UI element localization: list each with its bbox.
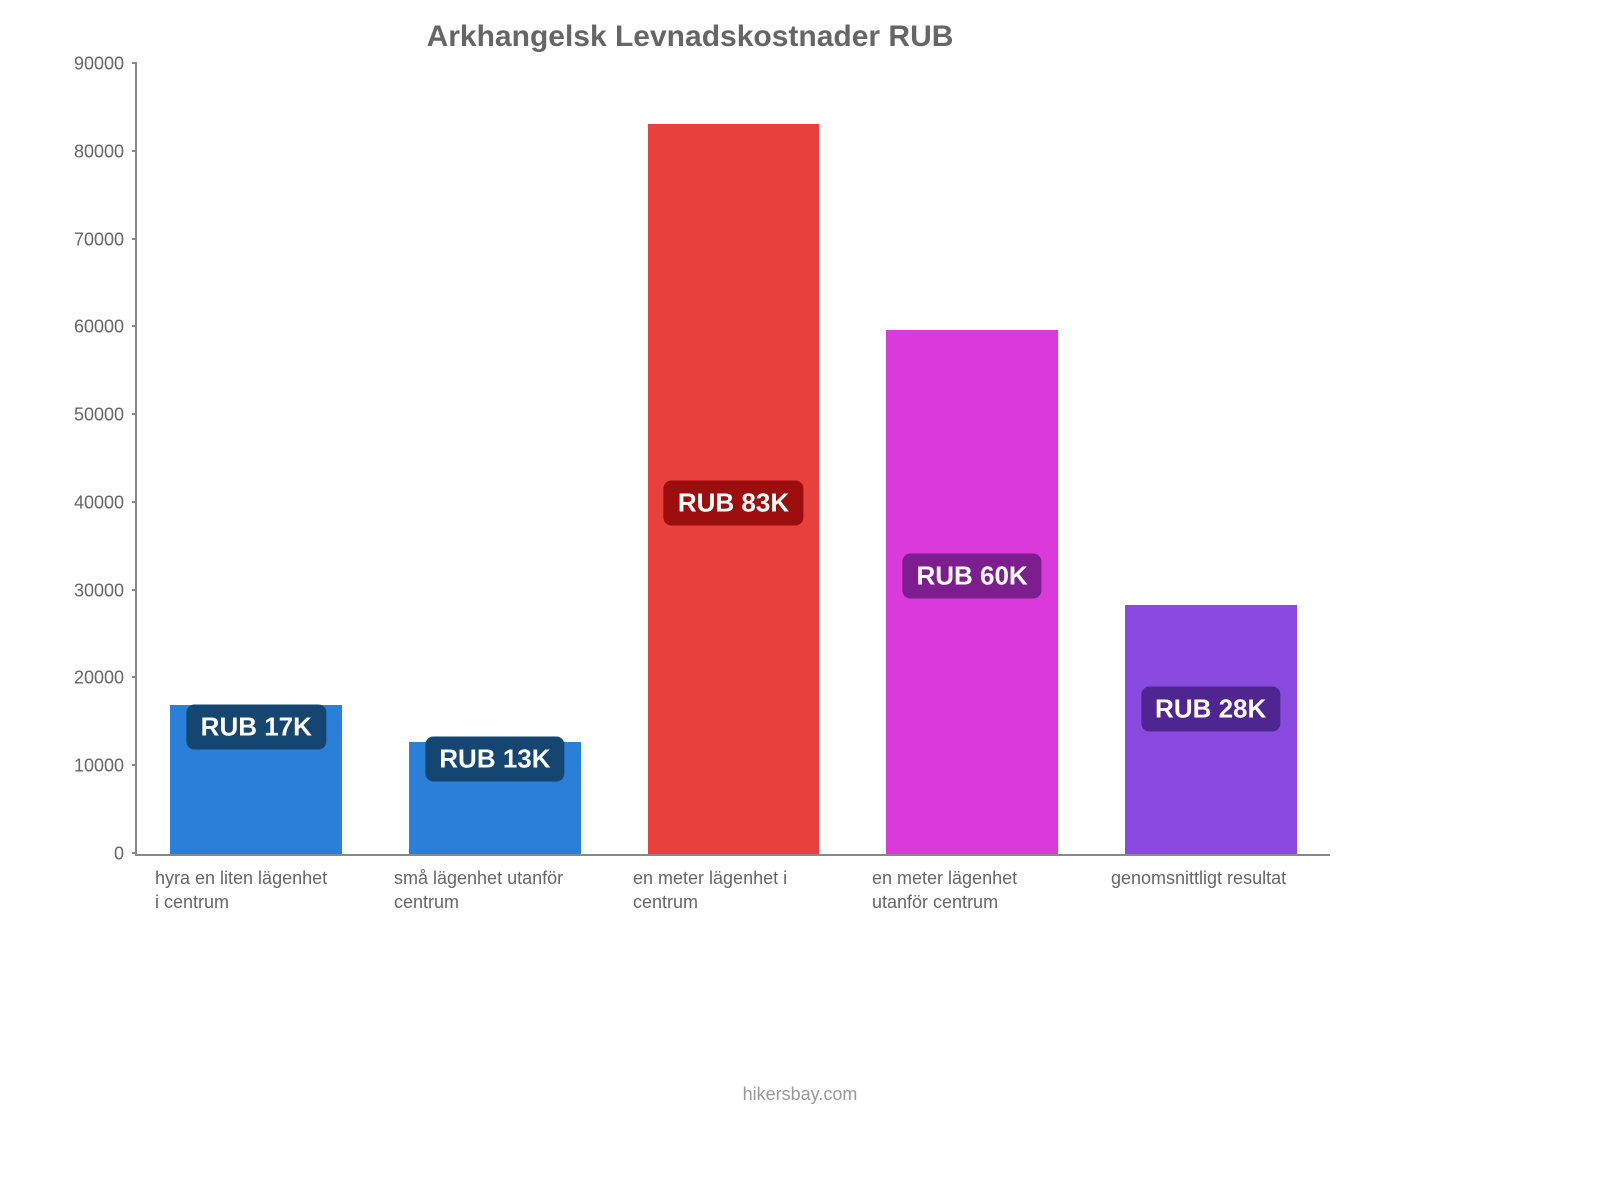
y-tick-label: 0 <box>52 844 124 865</box>
x-label-slot: en meter lägenhet utanför centrum <box>852 856 1091 915</box>
y-tick-mark <box>132 501 137 503</box>
y-tick-label: 20000 <box>52 668 124 689</box>
y-tick-mark <box>132 150 137 152</box>
y-tick-label: 40000 <box>52 492 124 513</box>
y-tick-mark <box>132 62 137 64</box>
bar-slot: RUB 13K <box>376 64 615 854</box>
y-tick-label: 30000 <box>52 580 124 601</box>
bar-value-label: RUB 13K <box>425 736 564 781</box>
y-tick-mark <box>132 852 137 854</box>
bar-slot: RUB 17K <box>137 64 376 854</box>
bar-slot: RUB 60K <box>853 64 1092 854</box>
bar-value-label: RUB 60K <box>902 554 1041 599</box>
bar-value-label: RUB 28K <box>1141 687 1280 732</box>
bar-value-label: RUB 83K <box>664 481 803 526</box>
bar-chart: Arkhangelsk Levnadskostnader RUB 0100002… <box>50 20 1330 1010</box>
y-tick-mark <box>132 764 137 766</box>
y-tick-label: 60000 <box>52 317 124 338</box>
footer-attribution: hikersbay.com <box>0 1084 1600 1105</box>
bar: RUB 13K <box>409 742 581 854</box>
x-label-slot: hyra en liten lägenhet i centrum <box>135 856 374 915</box>
y-tick-label: 50000 <box>52 405 124 426</box>
x-label: en meter lägenhet utanför centrum <box>872 866 1052 915</box>
y-tick-label: 10000 <box>52 756 124 777</box>
x-label: genomsnittligt resultat <box>1111 866 1291 890</box>
bars-area: RUB 17K RUB 13K RUB 83K RUB 60K RUB 28K <box>137 64 1330 854</box>
bar-slot: RUB 83K <box>614 64 853 854</box>
x-label-slot: en meter lägenhet i centrum <box>613 856 852 915</box>
bar: RUB 60K <box>886 330 1058 854</box>
x-label: små lägenhet utanför centrum <box>394 866 574 915</box>
bar-slot: RUB 28K <box>1091 64 1330 854</box>
y-tick-mark <box>132 676 137 678</box>
plot-area: 0100002000030000400005000060000700008000… <box>135 64 1330 854</box>
x-axis: hyra en liten lägenhet i centrum små läge… <box>135 854 1330 915</box>
y-tick-label: 70000 <box>52 229 124 250</box>
bar: RUB 28K <box>1125 605 1297 854</box>
y-axis: 0100002000030000400005000060000700008000… <box>52 64 132 854</box>
bar: RUB 17K <box>170 705 342 854</box>
x-label-slot: små lägenhet utanför centrum <box>374 856 613 915</box>
y-tick-mark <box>132 238 137 240</box>
y-tick-mark <box>132 413 137 415</box>
y-tick-label: 90000 <box>52 54 124 75</box>
x-label-slot: genomsnittligt resultat <box>1091 856 1330 915</box>
y-tick-mark <box>132 589 137 591</box>
chart-title: Arkhangelsk Levnadskostnader RUB <box>50 20 1330 54</box>
x-label: hyra en liten lägenhet i centrum <box>155 866 335 915</box>
x-label: en meter lägenhet i centrum <box>633 866 813 915</box>
y-tick-label: 80000 <box>52 141 124 162</box>
y-tick-mark <box>132 325 137 327</box>
bar: RUB 83K <box>648 124 820 854</box>
bar-value-label: RUB 17K <box>187 705 326 750</box>
